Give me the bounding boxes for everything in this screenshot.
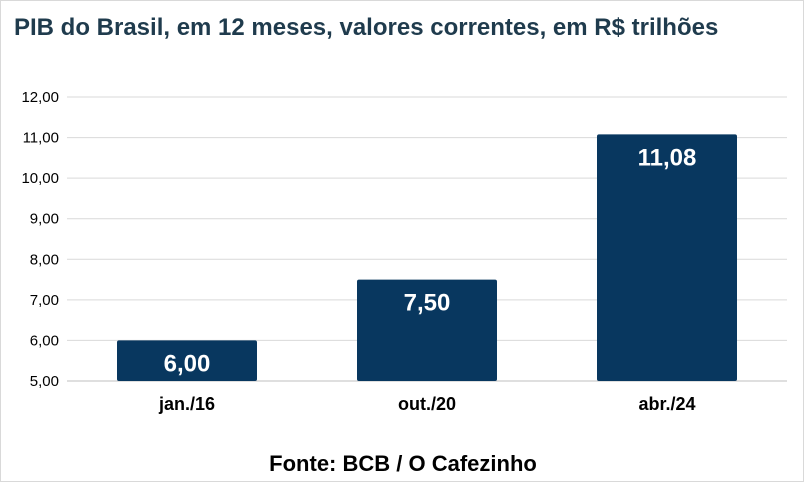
y-tick-label: 11,00 (23, 130, 59, 147)
data-label: 7,50 (404, 290, 451, 317)
y-tick-label: 6,00 (30, 332, 59, 349)
x-tick-label: abr./24 (638, 394, 695, 414)
x-tick-label: out./20 (398, 394, 456, 414)
y-tick-label: 8,00 (30, 251, 59, 268)
bar (597, 134, 737, 381)
bar (117, 340, 257, 381)
y-tick-label: 7,00 (30, 292, 59, 309)
y-tick-label: 9,00 (30, 211, 59, 228)
y-tick-label: 12,00 (21, 89, 59, 106)
data-label: 6,00 (164, 350, 211, 377)
x-tick-label: jan./16 (158, 394, 215, 414)
chart-title: PIB do Brasil, em 12 meses, valores corr… (14, 14, 719, 41)
y-tick-label: 5,00 (30, 373, 59, 390)
source-note: Fonte: BCB / O Cafezinho (269, 451, 537, 476)
bars: 6,00 7,50 11,08 (117, 134, 737, 381)
x-axis: jan./16 out./20 abr./24 (158, 394, 696, 414)
y-tick-label: 10,00 (21, 170, 59, 187)
data-label: 11,08 (638, 144, 697, 171)
y-axis: 5,00 6,00 7,00 8,00 9,00 10,00 11,00 12,00 (21, 89, 59, 390)
bar (357, 279, 497, 381)
